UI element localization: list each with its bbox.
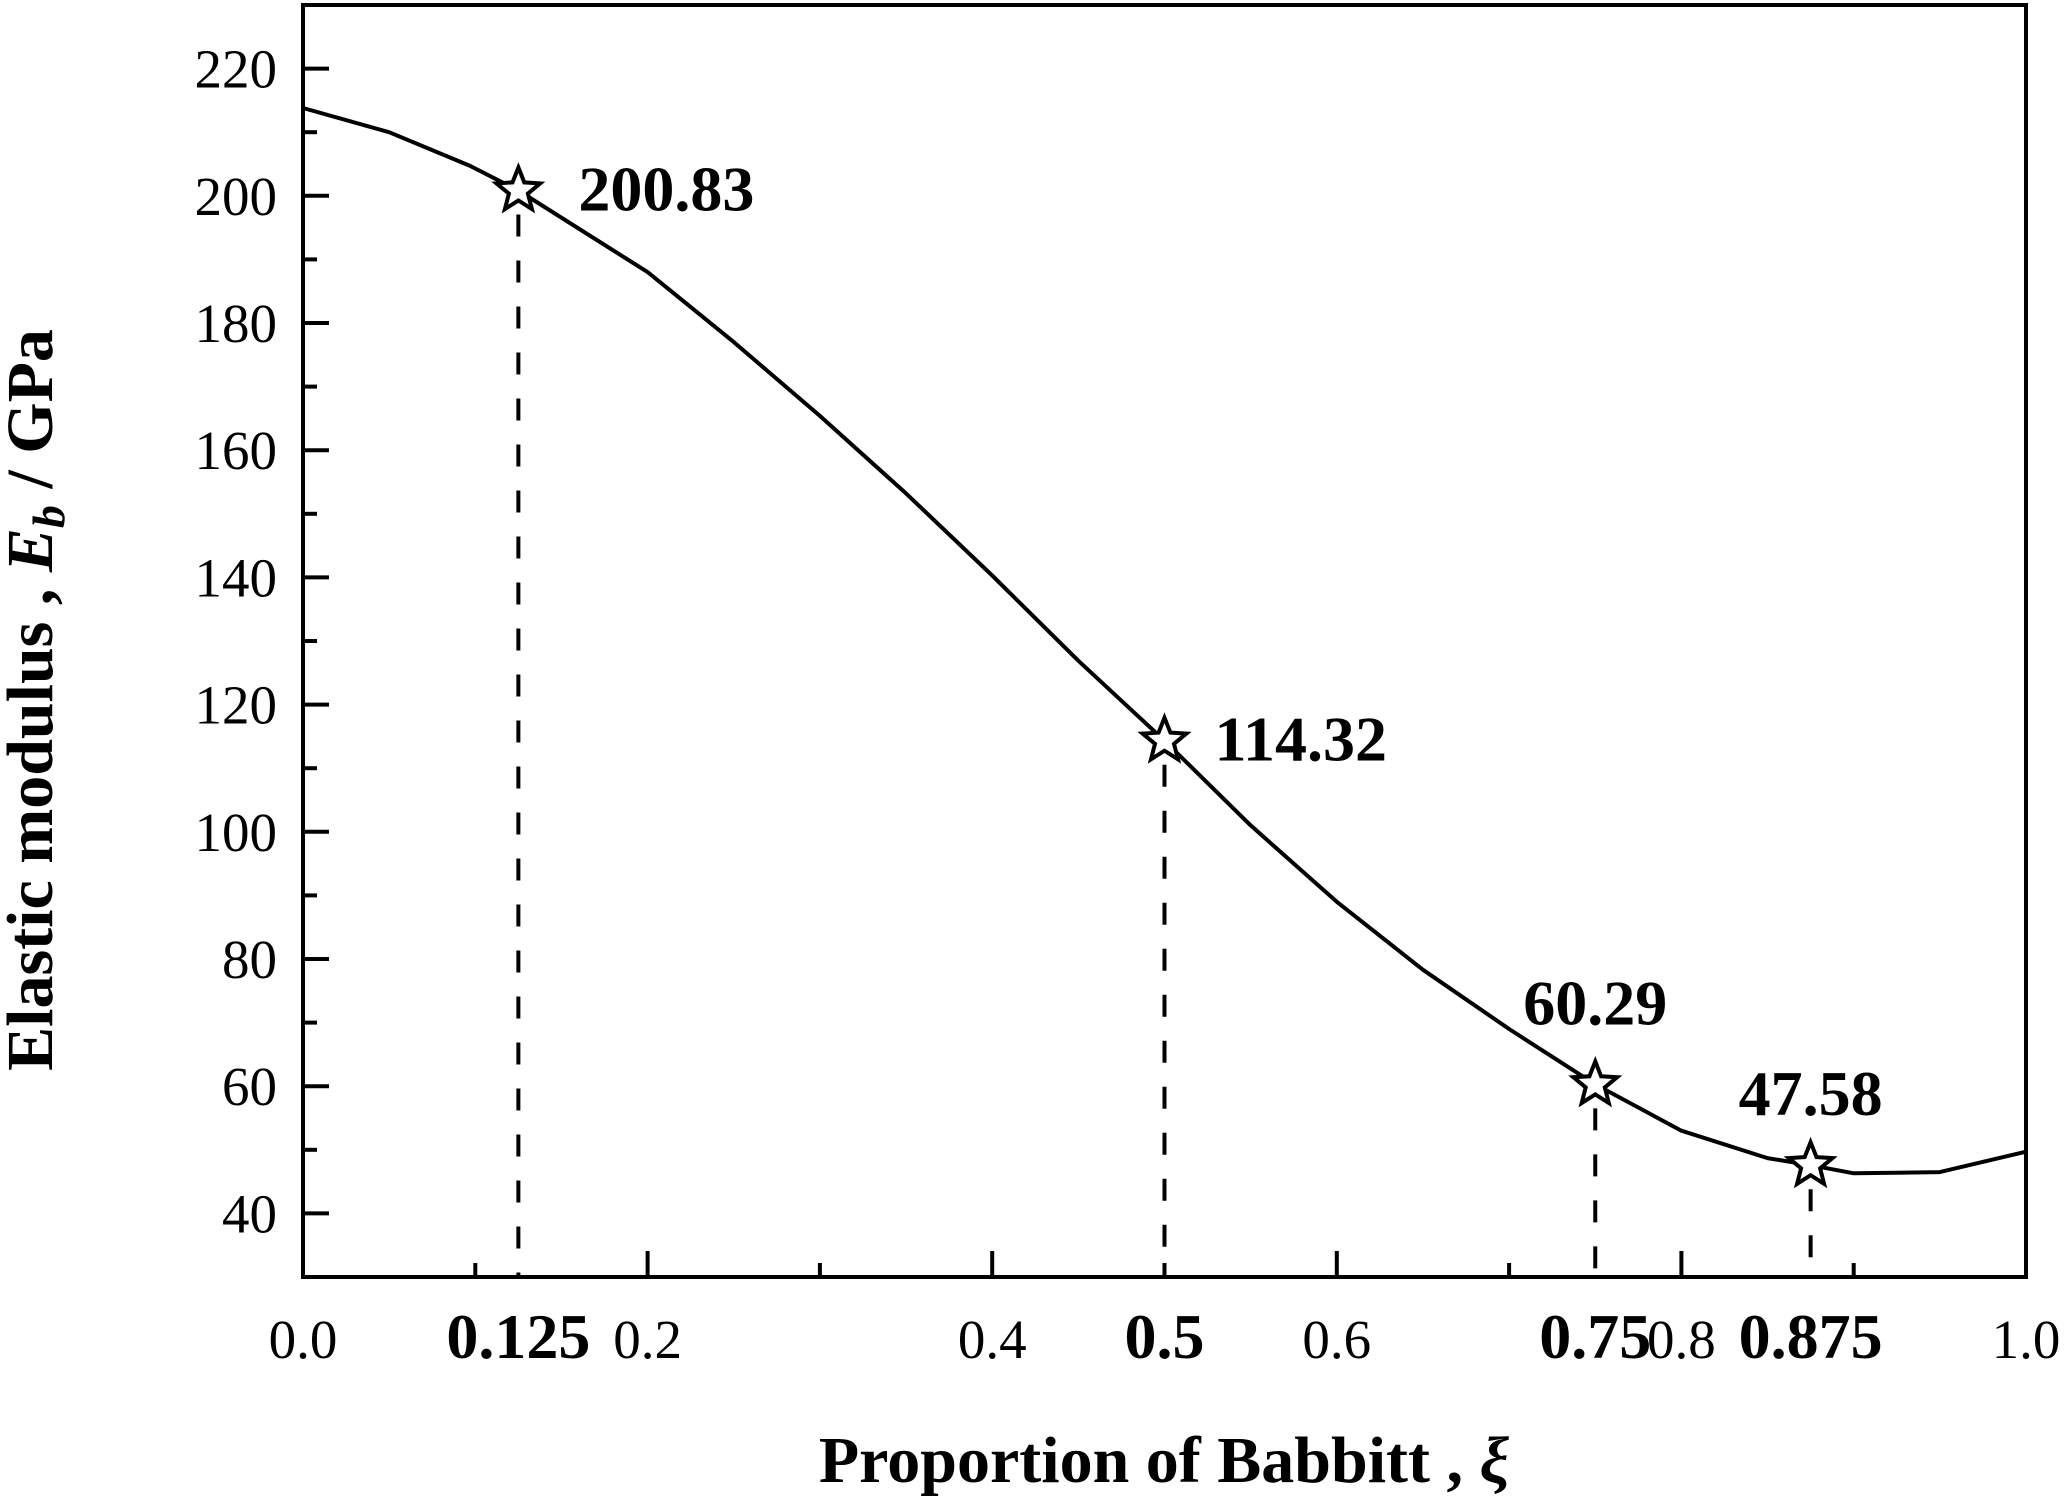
- x-tick-label: 0.2: [613, 1309, 682, 1370]
- data-label: 47.58: [1739, 1058, 1883, 1129]
- x-tick-label: 0.8: [1647, 1309, 1716, 1370]
- x-tick-label-highlight: 0.875: [1739, 1301, 1883, 1372]
- y-tick-label: 120: [195, 675, 278, 736]
- x-tick-label-highlight: 0.125: [446, 1301, 590, 1372]
- y-tick-label: 60: [222, 1056, 277, 1117]
- data-label: 114.32: [1215, 704, 1387, 775]
- x-tick-label: 1.0: [1992, 1309, 2061, 1370]
- x-tick-label: 0.0: [269, 1309, 338, 1370]
- y-tick-label: 100: [195, 802, 278, 863]
- x-tick-label: 0.6: [1302, 1309, 1371, 1370]
- y-tick-label: 180: [195, 293, 278, 354]
- y-tick-label: 160: [195, 420, 278, 481]
- y-tick-label: 140: [195, 547, 278, 608]
- star-marker: [1783, 1136, 1838, 1189]
- x-tick-label: 0.4: [958, 1309, 1027, 1370]
- data-label: 200.83: [578, 154, 754, 225]
- star-marker: [491, 162, 546, 214]
- y-axis-title: Elastic modulus , Eb / GPa: [0, 329, 74, 1071]
- data-label: 60.29: [1523, 967, 1667, 1038]
- y-tick-label: 200: [195, 166, 278, 227]
- y-tick-label: 80: [222, 929, 277, 990]
- x-axis-title: Proportion of Babbitt , ξ: [819, 1424, 1510, 1497]
- x-tick-label-highlight: 0.5: [1125, 1301, 1205, 1372]
- x-tick-label-highlight: 0.75: [1539, 1301, 1651, 1372]
- modulus-curve: [302, 106, 2027, 1176]
- star-marker: [1137, 712, 1192, 764]
- star-marker: [1568, 1055, 1623, 1108]
- y-tick-label: 220: [195, 39, 278, 100]
- y-tick-label: 40: [222, 1183, 277, 1244]
